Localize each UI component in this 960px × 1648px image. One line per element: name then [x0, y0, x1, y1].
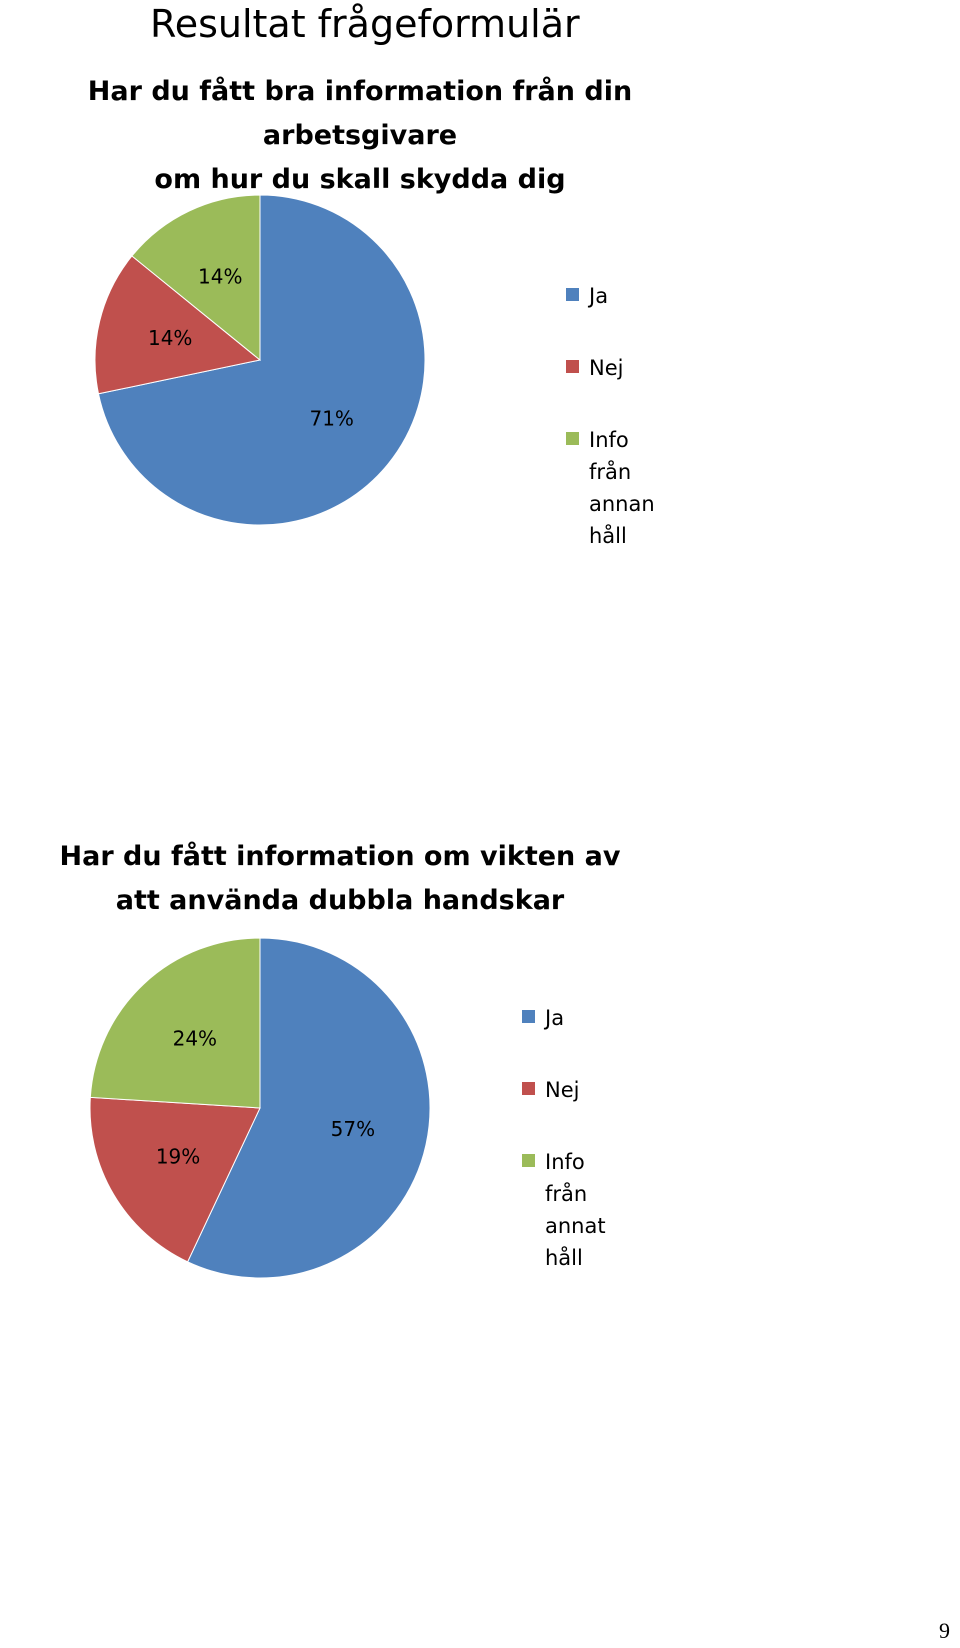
- legend-label-ja: Ja: [545, 1006, 565, 1030]
- legend-swatch-info: [566, 432, 579, 445]
- legend-label-ja: Ja: [589, 284, 609, 308]
- legend-swatch-nej: [522, 1082, 535, 1095]
- pie-slice-nej: [94, 255, 262, 395]
- chart-title-line-2: om hur du skall skydda dig: [154, 164, 566, 195]
- legend-label-nej: Nej: [545, 1078, 580, 1102]
- chart-title: Har du fått bra information från din arb…: [0, 70, 720, 202]
- legend-label-info: Info från annan håll: [589, 428, 655, 548]
- pie-slice-ja: [97, 194, 426, 526]
- legend-swatch-nej: [566, 360, 579, 373]
- page-title: Resultat frågeformulär: [150, 2, 580, 46]
- legend-item-nej: Nej: [566, 352, 623, 384]
- pie-slice-nej: [89, 1096, 261, 1263]
- legend-item-nej: Nej: [522, 1074, 579, 1106]
- pie-slice-info: [131, 194, 261, 362]
- chart-title-line-1: Har du fått information om vikten av: [59, 841, 621, 872]
- legend-swatch-info: [522, 1154, 535, 1167]
- legend-label-info: Info från annat håll: [545, 1150, 606, 1270]
- legend-label-nej: Nej: [589, 356, 624, 380]
- legend-item-info: Info från annan håll: [566, 424, 655, 552]
- pie-slice-info: [89, 937, 261, 1109]
- chart-title: Har du fått information om vikten av att…: [50, 835, 630, 923]
- chart-title-line-2: att använda dubbla handskar: [115, 885, 565, 916]
- pie-plot: 71% 14% 14%: [94, 194, 426, 526]
- legend-item-info: Info från annat håll: [522, 1146, 606, 1274]
- chart-title-line-1: Har du fått bra information från din arb…: [87, 76, 633, 151]
- pie-plot: 57% 19% 24%: [89, 937, 431, 1279]
- legend-swatch-ja: [522, 1010, 535, 1023]
- data-label-nej: 19%: [156, 1144, 200, 1168]
- data-label-ja: 57%: [331, 1117, 375, 1141]
- legend-item-ja: Ja: [566, 280, 608, 312]
- data-label-nej: 14%: [148, 326, 192, 350]
- legend-swatch-ja: [566, 288, 579, 301]
- legend-item-ja: Ja: [522, 1002, 564, 1034]
- data-label-ja: 71%: [309, 406, 353, 430]
- page-number: 9: [939, 1618, 950, 1643]
- data-label-info: 24%: [173, 1027, 217, 1051]
- data-label-info: 14%: [198, 265, 242, 289]
- pie-slice-ja: [186, 937, 431, 1279]
